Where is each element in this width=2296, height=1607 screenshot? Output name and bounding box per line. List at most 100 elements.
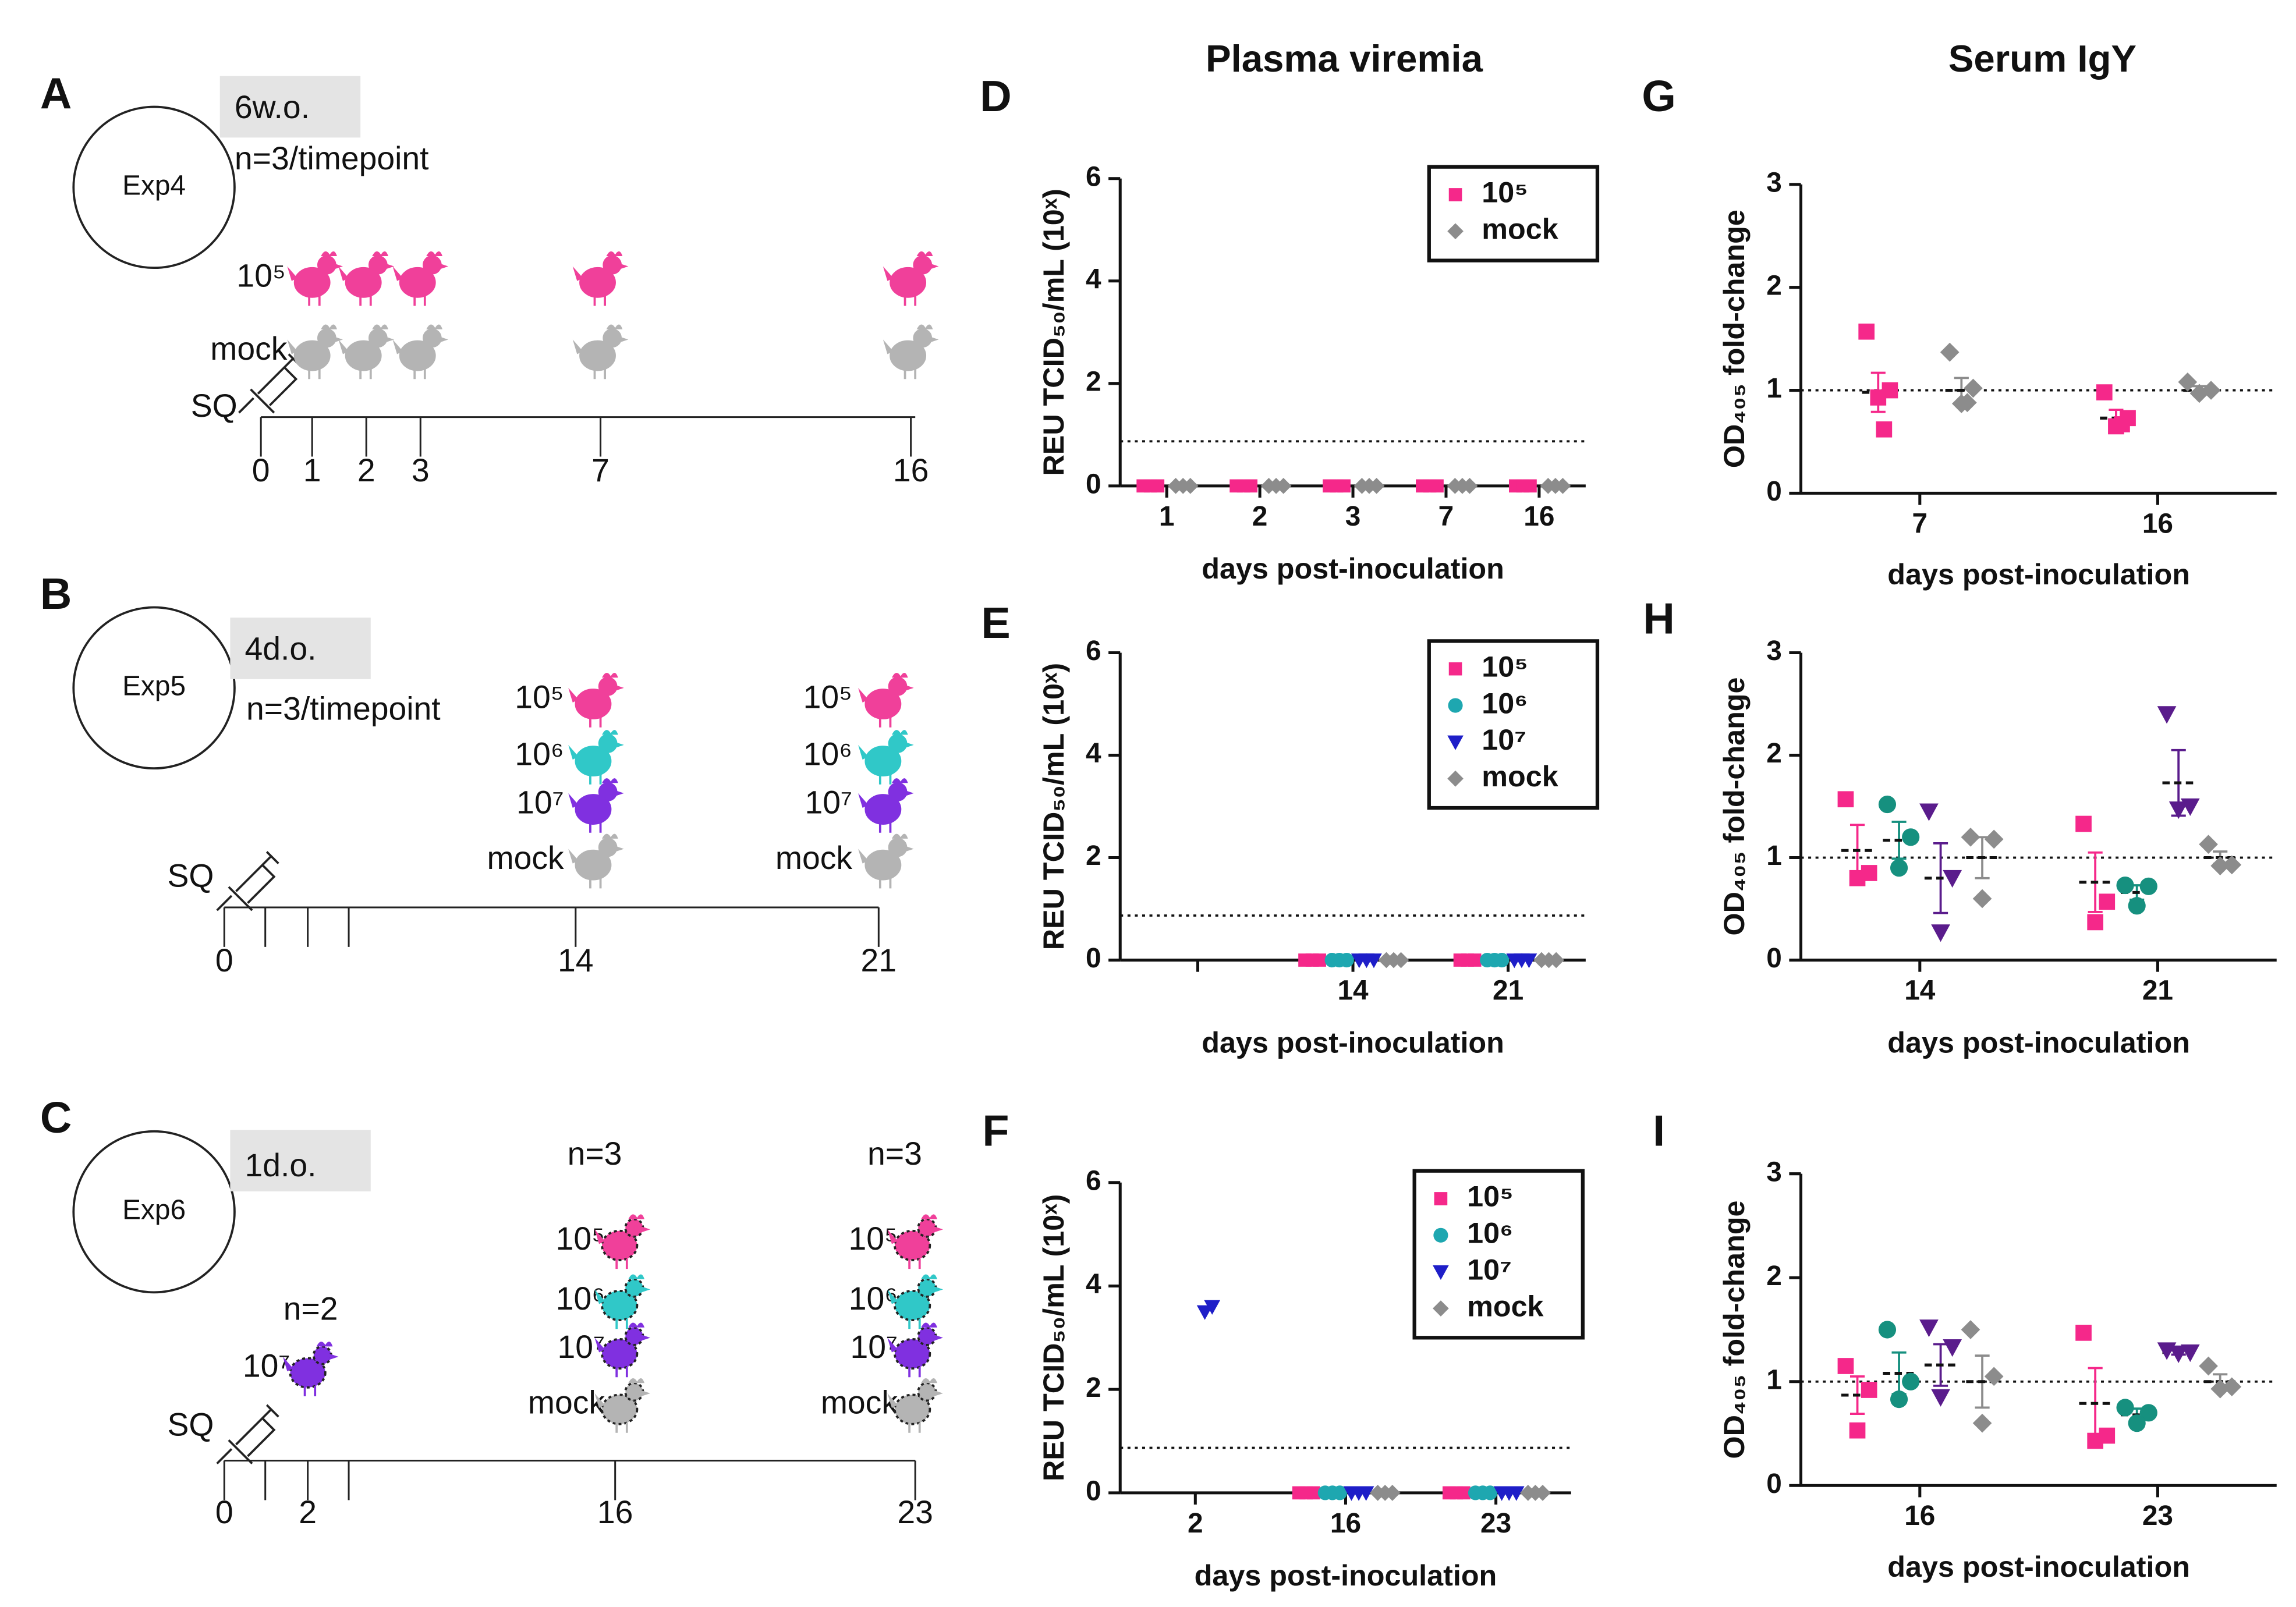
bird-beak [619,263,629,269]
marker [1902,1372,1920,1390]
bird-tail [594,1229,605,1244]
x-tick-label: 16 [2142,508,2173,539]
bird-icon [858,673,914,728]
bird-head [888,676,908,696]
bird-icon [568,778,624,833]
bird-icon [338,324,394,379]
bird-beak [385,336,394,343]
bird-icon [568,730,624,785]
bird-body [575,849,612,881]
y-axis-title: OD₄₀₅ fold-change [1717,677,1751,936]
experiment-label: Exp6 [122,1195,186,1226]
y-tick-label: 4 [1086,738,1101,769]
bird-tail [858,687,869,703]
marker [1151,479,1165,493]
group-label: mock [487,840,564,876]
bird-legs [413,368,426,379]
marker [2157,706,2177,724]
bird-body [894,1338,931,1370]
legend-label: 10⁵ [1467,1180,1514,1213]
bird-legs [878,774,892,785]
bird-body [399,267,436,298]
marker [2169,801,2188,820]
bird-beak [439,263,449,269]
bird-tail [883,339,894,354]
bird-tail [594,1289,605,1304]
bird-body [864,794,902,825]
bird-legs [908,1422,921,1433]
marker [1457,1486,1471,1500]
x-tick-label: 2 [1252,501,1268,532]
bird-icon [887,1214,943,1269]
experiment-label: Exp5 [122,671,186,701]
y-tick-label: 1 [1766,373,1782,404]
group-label: 10⁶ [849,1280,898,1317]
bird-comb [628,1322,644,1328]
x-axis-title: days post-inoculation [1202,552,1504,585]
timeline-label: 23 [897,1494,933,1530]
bird-comb [628,1214,644,1219]
marker [1972,889,1992,909]
x-tick-label: 7 [1912,508,1928,539]
marker [1849,870,1866,886]
marker [2075,1325,2092,1341]
legend-label: 10⁵ [1482,650,1528,683]
bird-tail [287,339,298,354]
group-label: 10⁷ [805,785,853,821]
marker [2222,1377,2242,1397]
bird-icon [287,324,343,379]
bird-comb [891,673,908,678]
x-tick-label: 23 [1480,1508,1511,1539]
timeline-label: 0 [215,1494,233,1530]
legend-marker [1447,770,1464,787]
marker [1890,1390,1908,1409]
bird-legs [615,1422,628,1433]
x-axis-title: days post-inoculation [1202,1026,1504,1059]
marker [1878,795,1897,814]
panel-letter: G [1642,72,1676,120]
age-box [230,618,371,679]
bird-beak [930,336,939,343]
n-label: n=3 [867,1136,922,1172]
bird-legs [878,878,892,889]
marker [1494,952,1510,968]
legend-marker [1447,735,1464,750]
bird-legs [908,1318,921,1329]
experiment-circle [72,105,236,269]
marker [1858,323,1875,340]
bird-head [603,328,622,348]
bird-tail [572,339,583,354]
bird-comb [426,324,442,329]
marker [1554,478,1571,494]
bird-body [575,689,612,719]
y-tick-label: 3 [1766,1157,1782,1187]
bird-tail [568,687,579,703]
bird-body [894,1289,931,1322]
marker [1931,1389,1950,1407]
marker [1508,1486,1525,1501]
bird-legs [878,822,892,833]
marker [1943,1339,1962,1357]
group-label: 10⁷ [850,1329,898,1365]
marker [2210,856,2230,875]
experiment-circle [72,1130,236,1294]
bird-head [917,1278,937,1298]
bird-beak [385,263,394,269]
legend-label: mock [1482,760,1558,793]
bird-icon [887,1322,943,1378]
marker [1313,953,1326,967]
bird-body [894,1229,931,1261]
x-tick-label: 23 [2142,1500,2173,1531]
bird-comb [606,251,623,257]
y-tick-label: 6 [1086,161,1101,192]
marker [1984,829,2004,849]
y-tick-label: 1 [1766,1364,1782,1395]
bird-body [293,340,331,371]
y-tick-label: 0 [1766,943,1782,974]
bird-comb [602,778,618,783]
bird-icon [594,1274,651,1329]
bird-tail [392,339,403,354]
bird-icon [568,833,624,889]
bird-comb [891,730,908,735]
group-label: 10⁵ [236,257,285,293]
